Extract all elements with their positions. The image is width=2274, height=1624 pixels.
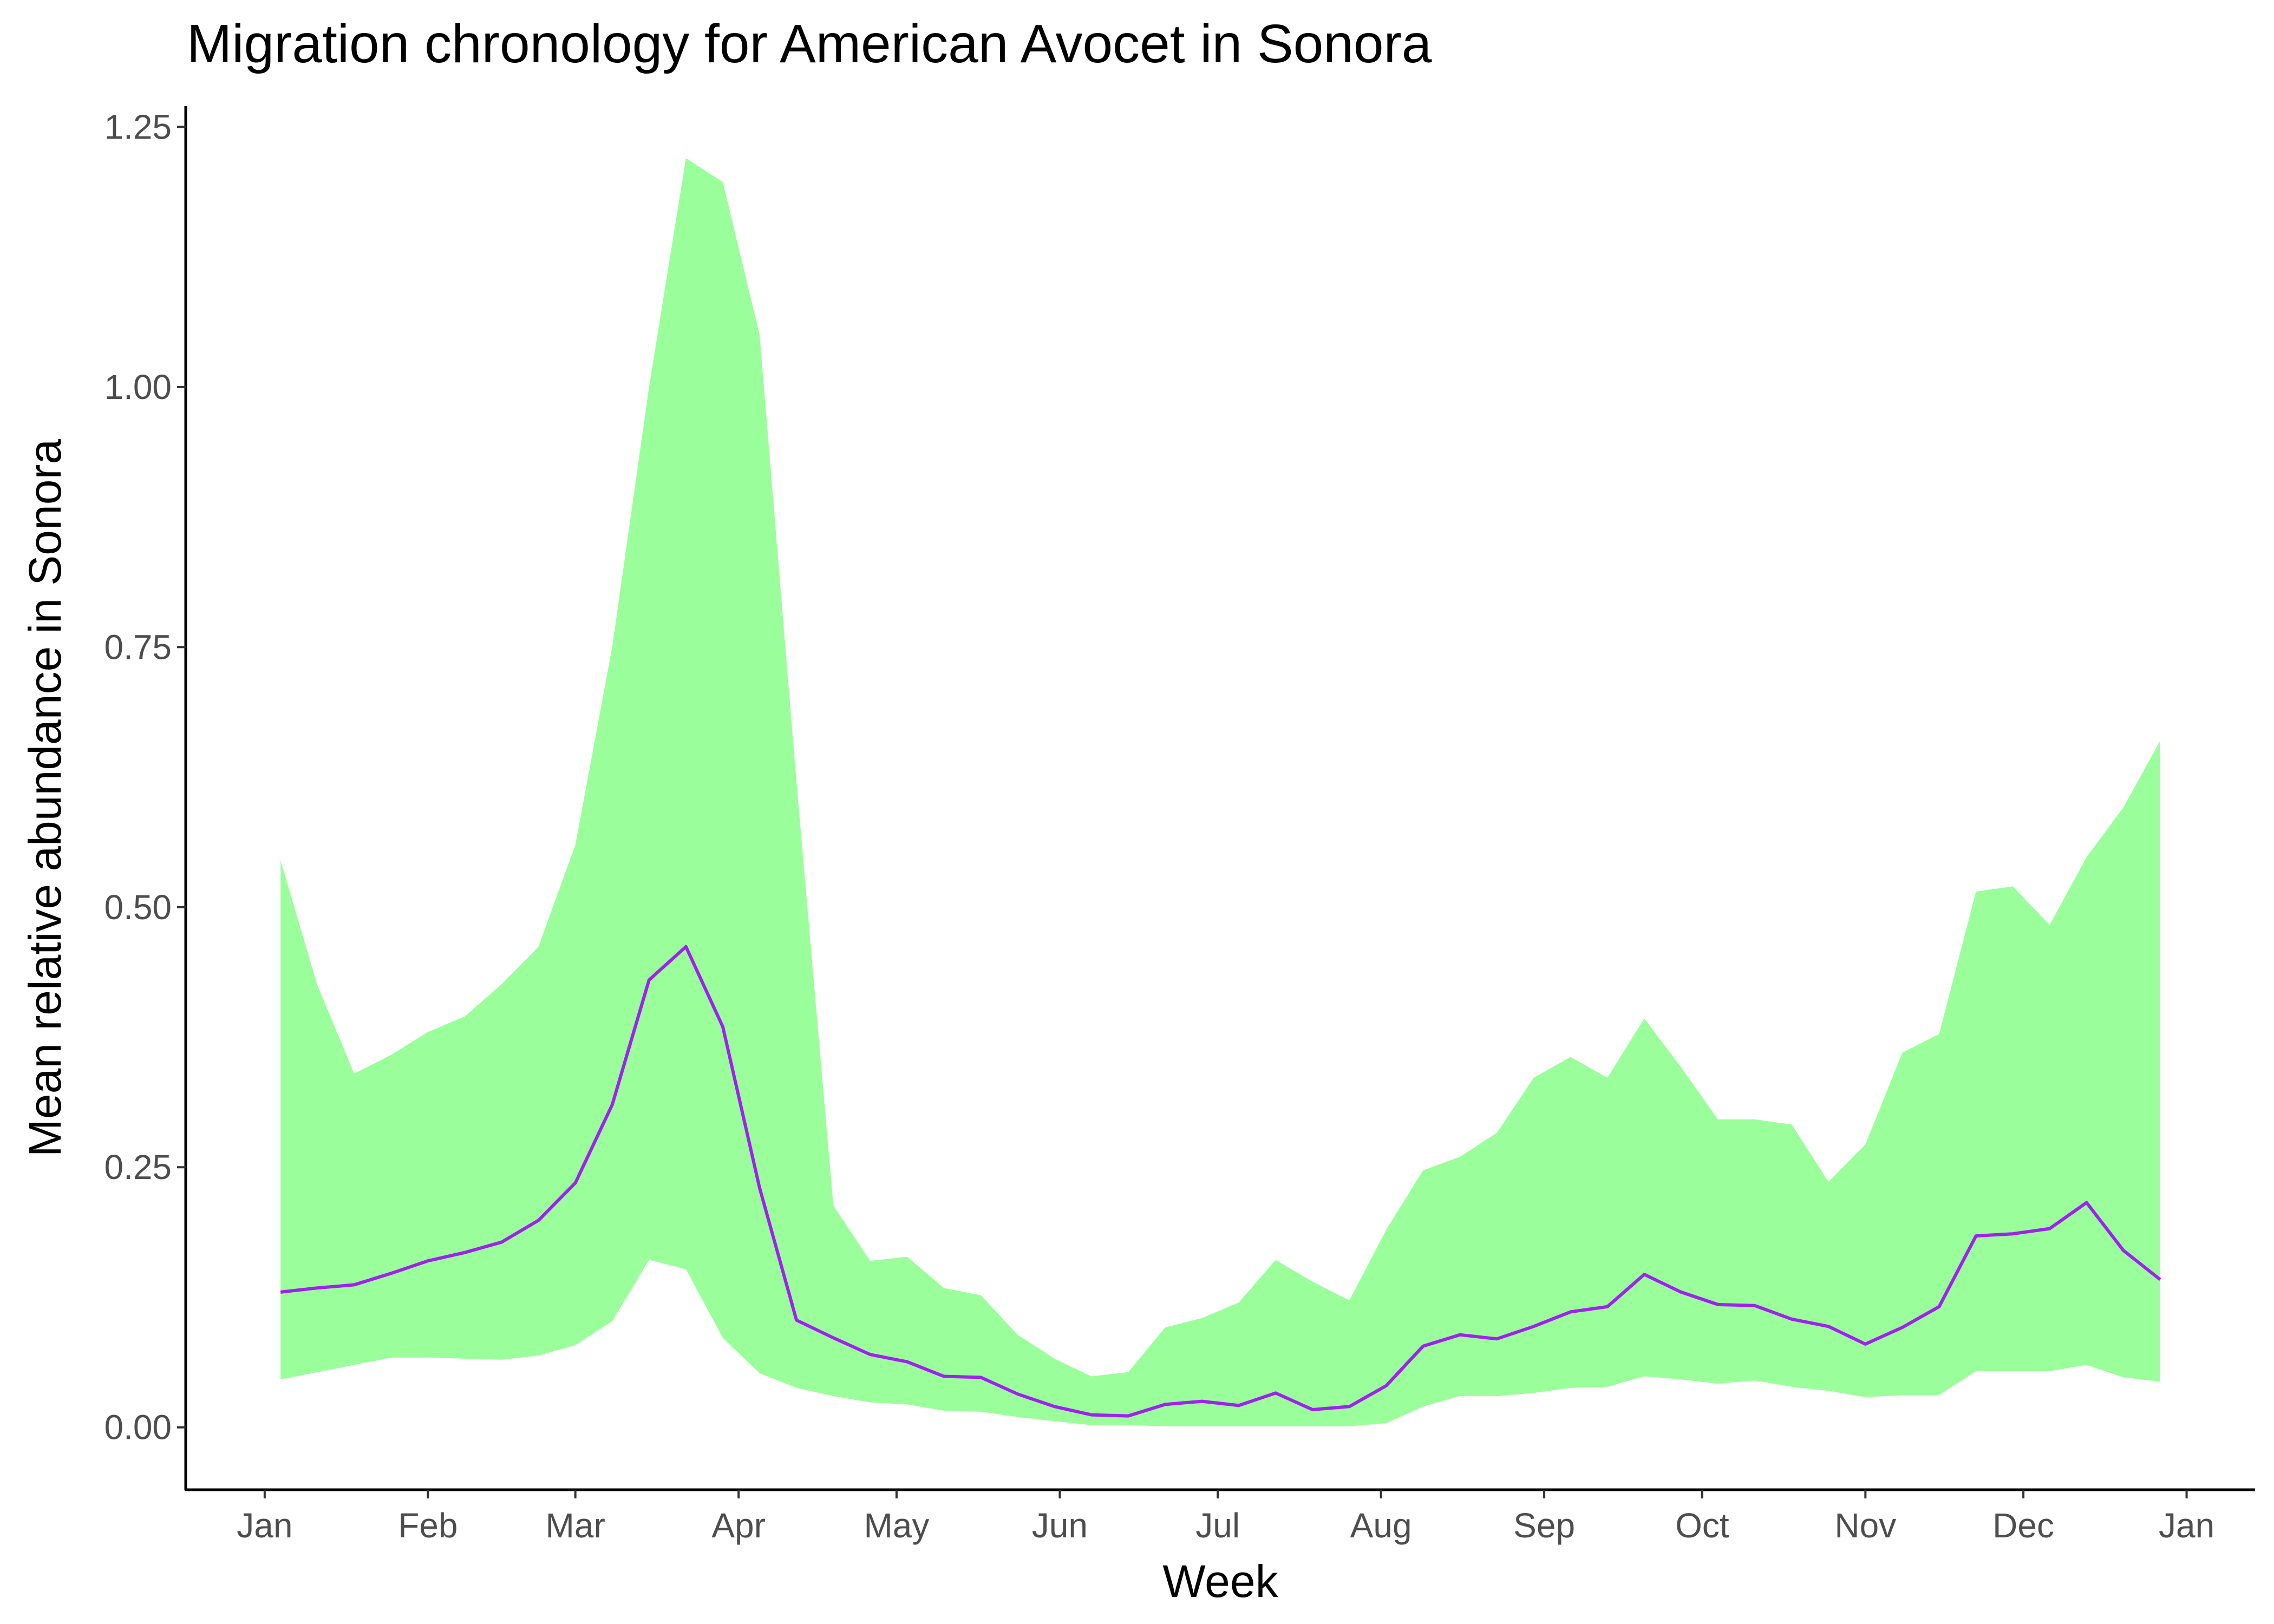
mean-line — [280, 945, 2161, 1418]
plot-area — [280, 158, 2161, 1426]
y-tick-label: 0.50 — [104, 888, 172, 927]
x-tick-label: Jul — [1195, 1506, 1240, 1545]
x-tick-label: Mar — [546, 1506, 605, 1545]
x-tick-label: Apr — [711, 1506, 766, 1545]
x-tick-label: May — [864, 1506, 929, 1545]
y-tick-label: 1.25 — [104, 107, 172, 146]
x-axis-title: Week — [1162, 1556, 1278, 1607]
confidence-band — [280, 158, 2160, 1426]
y-axis-title: Mean relative abundance in Sonora — [19, 439, 70, 1157]
x-tick-label: Nov — [1834, 1506, 1896, 1545]
x-tick-label: Oct — [1675, 1506, 1729, 1545]
x-tick-label: Jun — [1032, 1506, 1088, 1545]
x-tick-label: Dec — [1992, 1506, 2054, 1545]
chart-title: Migration chronology for American Avocet… — [187, 14, 1432, 74]
x-tick-label: Sep — [1513, 1506, 1575, 1545]
x-tick-label: Jan — [2159, 1506, 2214, 1545]
y-tick-label: 0.25 — [104, 1148, 172, 1187]
y-axis: 0.00 0.25 0.50 0.75 1.00 1.25 — [104, 106, 187, 1490]
x-tick-label: Aug — [1350, 1506, 1412, 1545]
y-tick-label: 1.00 — [104, 368, 172, 407]
y-tick-label: 0.00 — [104, 1408, 172, 1447]
x-tick-label: Feb — [398, 1506, 458, 1545]
x-axis: Jan Feb Mar Apr May Jun Jul Aug Sep Oct Nov Dec Jan — [185, 1488, 2255, 1545]
x-tick-label: Jan — [237, 1506, 292, 1545]
y-tick-label: 0.75 — [104, 627, 172, 666]
